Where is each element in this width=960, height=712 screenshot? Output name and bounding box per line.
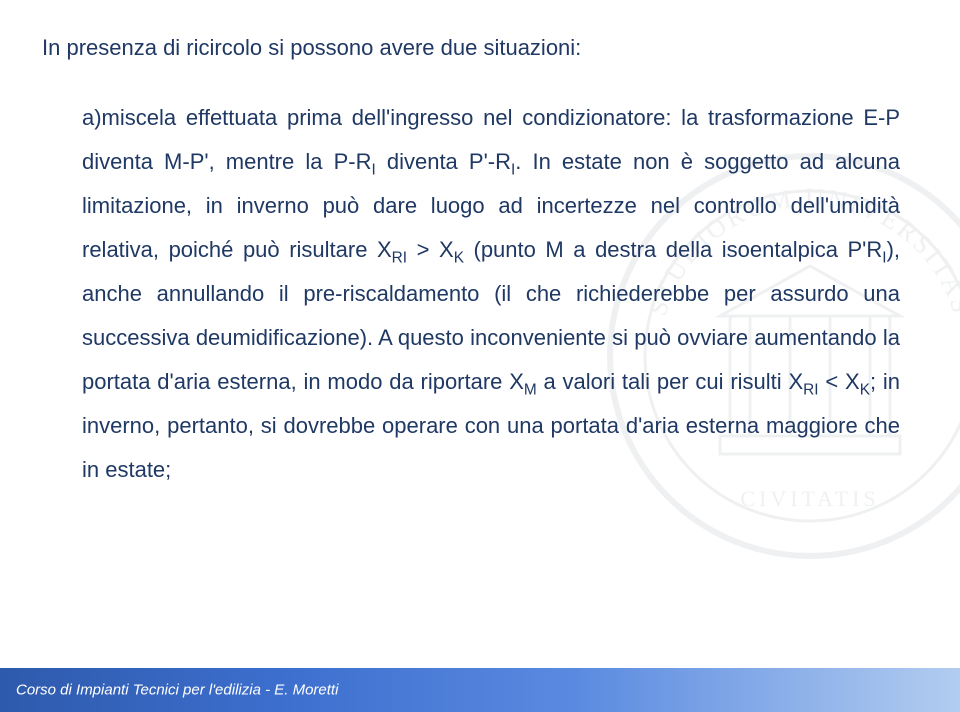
footer-text: Corso di Impianti Tecnici per l'edilizia… — [16, 682, 338, 699]
slide-body: In presenza di ricircolo si possono aver… — [42, 26, 900, 492]
intro-line: In presenza di ricircolo si possono aver… — [42, 26, 900, 70]
paragraph-a: a)miscela effettuata prima dell'ingresso… — [42, 96, 900, 492]
slide: STUDIORUM UNIVERSITAS CIVITATIS In prese… — [0, 0, 960, 712]
footer-bar: Corso di Impianti Tecnici per l'edilizia… — [0, 668, 960, 712]
